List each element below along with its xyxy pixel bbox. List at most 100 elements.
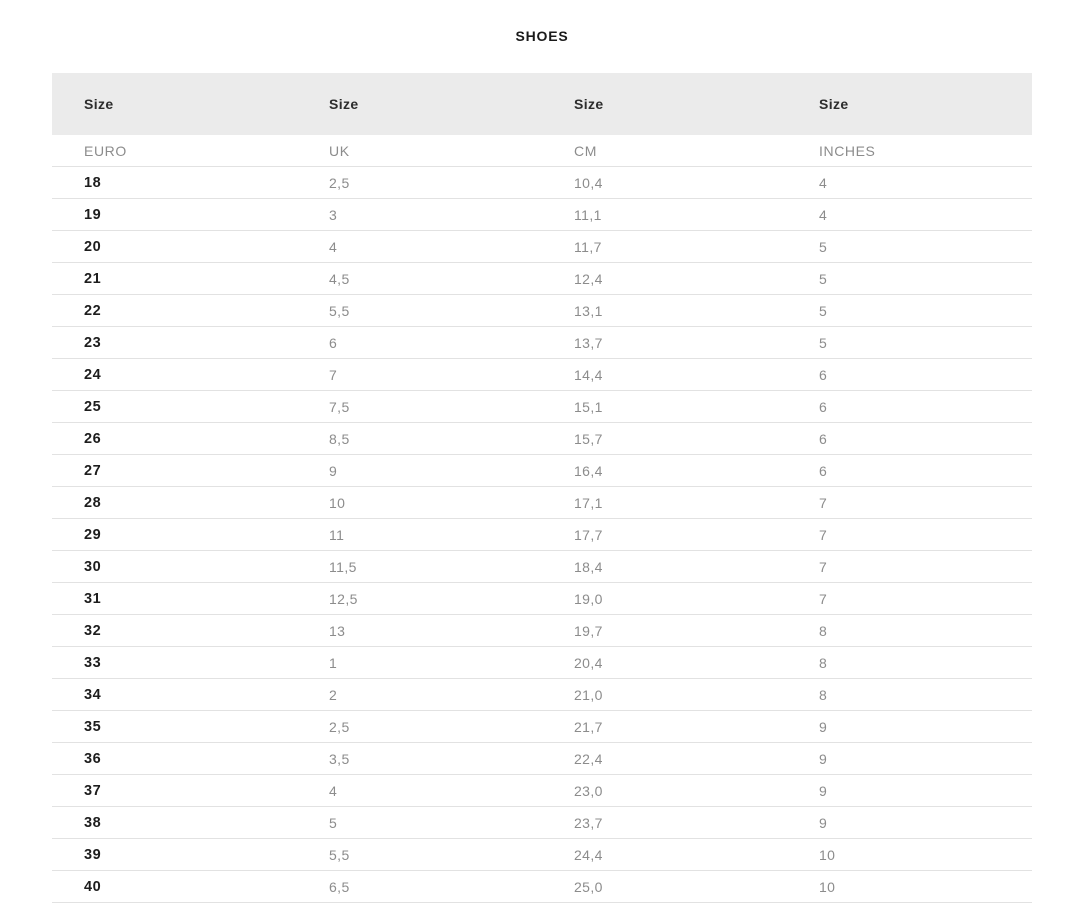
cell-inches-value: 9 <box>819 750 828 767</box>
table-body: 18 2,5 10,4 4 19 3 11,1 4 20 4 11,7 5 21 <box>52 167 1032 903</box>
table-row: 20 4 11,7 5 <box>52 231 1032 263</box>
table-row: 39 5,5 24,4 10 <box>52 839 1032 871</box>
cell-uk-value: 6 <box>329 334 338 351</box>
cell-inches-value: 7 <box>819 558 828 575</box>
table-row: 34 2 21,0 8 <box>52 679 1032 711</box>
cell-cm-value: 20,4 <box>574 654 603 671</box>
cell-cm-value: 13,1 <box>574 302 603 319</box>
cell-euro-value: 23 <box>84 334 102 351</box>
table-row: 33 1 20,4 8 <box>52 647 1032 679</box>
cell-uk-value: 5,5 <box>329 846 350 863</box>
cell-cm-value: 22,4 <box>574 750 603 767</box>
cell-uk-value: 3 <box>329 206 338 223</box>
header-cell-size-euro: Size <box>84 96 114 112</box>
cell-euro-value: 20 <box>84 238 102 255</box>
cell-euro-value: 40 <box>84 878 102 895</box>
cell-uk-value: 6,5 <box>329 878 350 895</box>
table-row: 35 2,5 21,7 9 <box>52 711 1032 743</box>
unit-cell-inches: INCHES <box>819 142 876 159</box>
cell-inches-value: 7 <box>819 526 828 543</box>
table-row: 31 12,5 19,0 7 <box>52 583 1032 615</box>
cell-uk-value: 5 <box>329 814 338 831</box>
cell-inches-value: 6 <box>819 430 828 447</box>
cell-uk-value: 4 <box>329 782 338 799</box>
cell-uk-value: 11,5 <box>329 558 357 575</box>
cell-cm-value: 10,4 <box>574 174 603 191</box>
cell-euro-value: 24 <box>84 366 102 383</box>
cell-inches-value: 8 <box>819 622 828 639</box>
cell-uk-value: 4 <box>329 238 338 255</box>
table-row: 22 5,5 13,1 5 <box>52 295 1032 327</box>
cell-euro-value: 18 <box>84 174 102 191</box>
cell-inches-value: 7 <box>819 590 828 607</box>
cell-inches-value: 5 <box>819 334 828 351</box>
cell-cm-value: 21,7 <box>574 718 603 735</box>
cell-inches-value: 7 <box>819 494 828 511</box>
cell-uk-value: 12,5 <box>329 590 358 607</box>
cell-euro-value: 36 <box>84 750 102 767</box>
cell-inches-value: 9 <box>819 814 828 831</box>
cell-euro-value: 26 <box>84 430 102 447</box>
table-row: 26 8,5 15,7 6 <box>52 423 1032 455</box>
cell-uk-value: 8,5 <box>329 430 350 447</box>
cell-cm-value: 11,7 <box>574 238 602 255</box>
cell-euro-value: 31 <box>84 590 102 607</box>
cell-euro-value: 28 <box>84 494 102 511</box>
cell-euro-value: 34 <box>84 686 102 703</box>
unit-cell-cm: CM <box>574 142 597 159</box>
cell-euro-value: 35 <box>84 718 102 735</box>
cell-euro-value: 19 <box>84 206 102 223</box>
header-cell-size-uk: Size <box>329 96 359 112</box>
table-row: 32 13 19,7 8 <box>52 615 1032 647</box>
cell-inches-value: 5 <box>819 238 828 255</box>
table-row: 27 9 16,4 6 <box>52 455 1032 487</box>
cell-cm-value: 18,4 <box>574 558 603 575</box>
cell-euro-value: 22 <box>84 302 102 319</box>
cell-inches-value: 4 <box>819 174 828 191</box>
cell-uk-value: 2 <box>329 686 338 703</box>
cell-euro-value: 32 <box>84 622 102 639</box>
cell-uk-value: 4,5 <box>329 270 350 287</box>
cell-uk-value: 3,5 <box>329 750 350 767</box>
table-row: 19 3 11,1 4 <box>52 199 1032 231</box>
header-cell-size-inches: Size <box>819 96 849 112</box>
table-row: 29 11 17,7 7 <box>52 519 1032 551</box>
cell-uk-value: 1 <box>329 654 338 671</box>
cell-cm-value: 19,0 <box>574 590 603 607</box>
size-conversion-table: Size Size Size Size EURO UK CM INCHES 18… <box>52 73 1032 903</box>
cell-inches-value: 9 <box>819 718 828 735</box>
cell-inches-value: 6 <box>819 398 828 415</box>
cell-cm-value: 15,7 <box>574 430 603 447</box>
cell-cm-value: 14,4 <box>574 366 603 383</box>
cell-euro-value: 30 <box>84 558 102 575</box>
cell-cm-value: 11,1 <box>574 206 602 223</box>
cell-euro-value: 39 <box>84 846 102 863</box>
cell-inches-value: 4 <box>819 206 828 223</box>
unit-cell-uk: UK <box>329 142 350 159</box>
cell-euro-value: 37 <box>84 782 102 799</box>
cell-cm-value: 13,7 <box>574 334 603 351</box>
table-row: 21 4,5 12,4 5 <box>52 263 1032 295</box>
cell-cm-value: 16,4 <box>574 462 603 479</box>
cell-uk-value: 5,5 <box>329 302 350 319</box>
table-row: 40 6,5 25,0 10 <box>52 871 1032 903</box>
cell-uk-value: 11 <box>329 526 345 543</box>
cell-cm-value: 12,4 <box>574 270 603 287</box>
cell-uk-value: 2,5 <box>329 718 350 735</box>
page-title: SHOES <box>515 28 569 44</box>
cell-cm-value: 17,1 <box>574 494 603 511</box>
table-row: 30 11,5 18,4 7 <box>52 551 1032 583</box>
cell-inches-value: 9 <box>819 782 828 799</box>
cell-inches-value: 5 <box>819 302 828 319</box>
table-header-row: Size Size Size Size <box>52 73 1032 135</box>
cell-euro-value: 33 <box>84 654 102 671</box>
table-unit-row: EURO UK CM INCHES <box>52 135 1032 167</box>
cell-uk-value: 13 <box>329 622 346 639</box>
cell-cm-value: 15,1 <box>574 398 603 415</box>
cell-cm-value: 23,7 <box>574 814 603 831</box>
unit-cell-euro: EURO <box>84 142 127 159</box>
cell-inches-value: 5 <box>819 270 828 287</box>
cell-euro-value: 21 <box>84 270 102 287</box>
table-row: 38 5 23,7 9 <box>52 807 1032 839</box>
